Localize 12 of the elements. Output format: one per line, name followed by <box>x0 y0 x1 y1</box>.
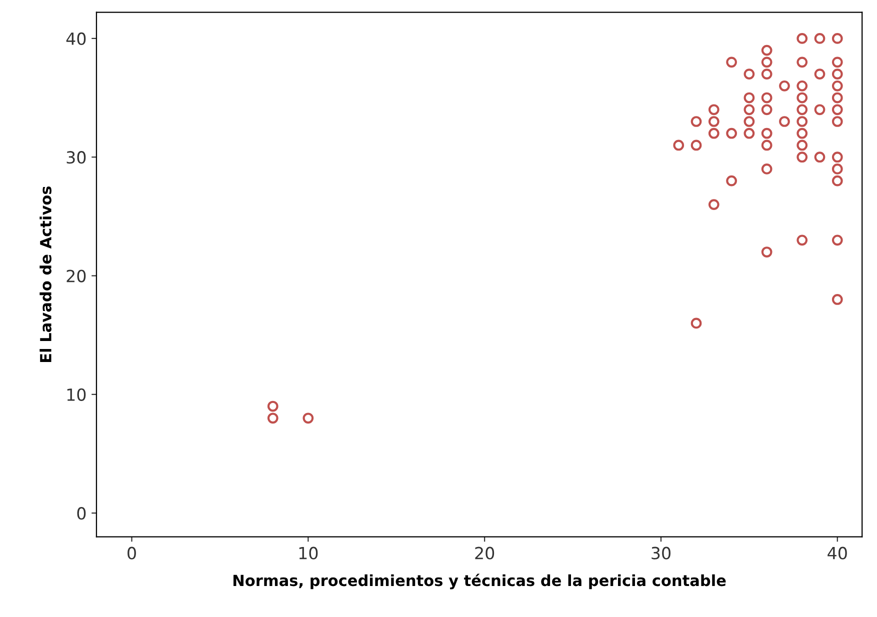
x-tick-label: 20 <box>475 546 494 560</box>
y-tick-label: 0 <box>77 507 86 520</box>
x-tick-label: 40 <box>828 546 847 560</box>
y-axis-title: El Lavado de Activos <box>40 186 52 362</box>
y-tick-label: 30 <box>66 151 86 164</box>
x-tick-label: 0 <box>128 546 136 560</box>
x-tick-label: 10 <box>299 546 318 560</box>
y-tick-label: 10 <box>67 388 86 401</box>
y-tick-label: 40 <box>66 32 86 46</box>
x-tick-label: 30 <box>652 546 670 560</box>
x-axis-title: Normas, procedimientos y técnicas de la pericia contable <box>234 574 726 590</box>
y-tick-label: 20 <box>66 270 86 282</box>
